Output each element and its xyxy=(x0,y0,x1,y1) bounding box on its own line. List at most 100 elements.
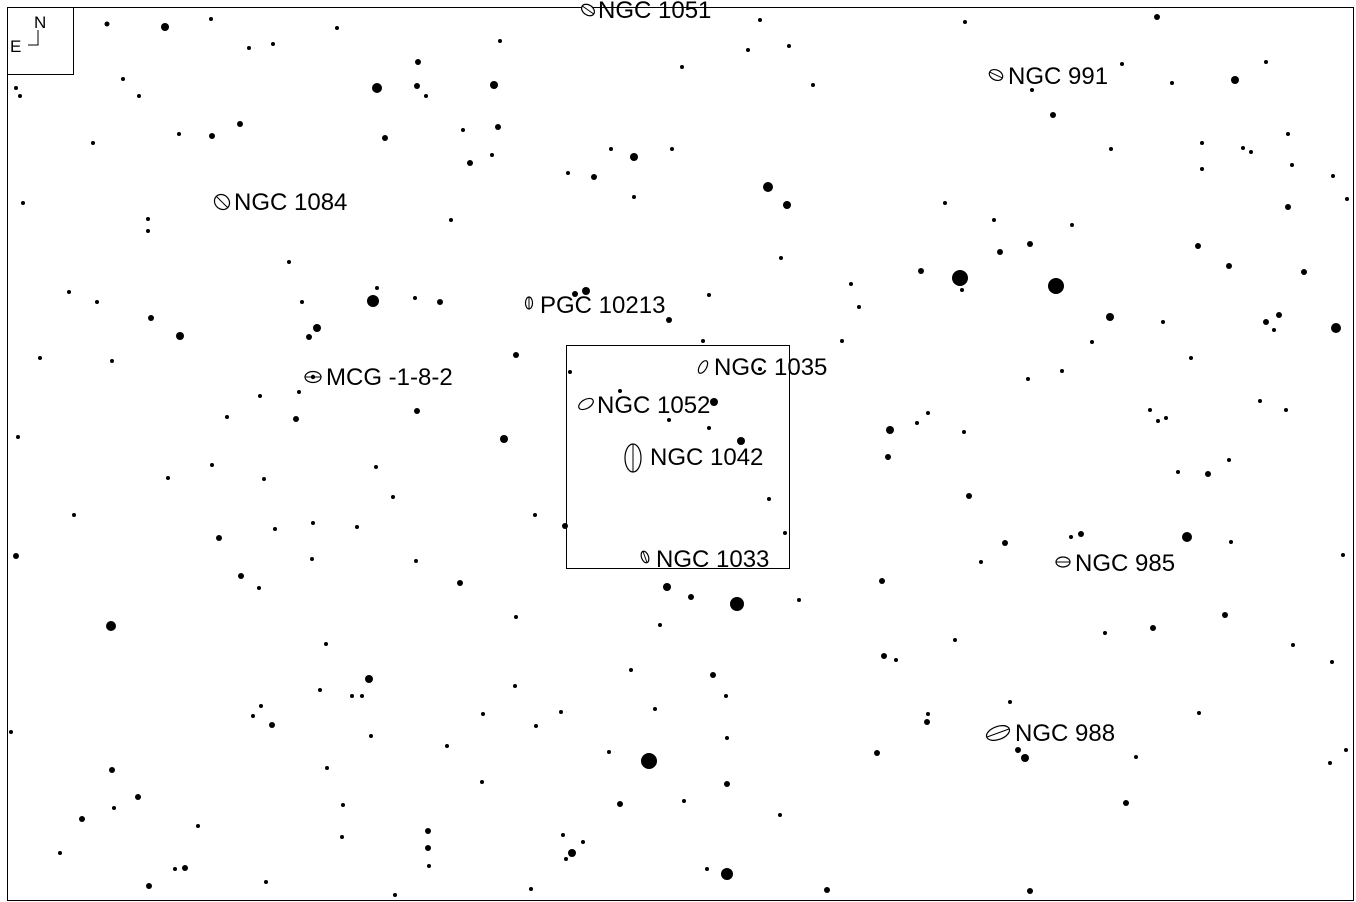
star xyxy=(1008,700,1012,704)
star xyxy=(112,806,116,810)
star xyxy=(688,594,694,600)
star xyxy=(952,270,968,286)
galaxy-ngc-988[interactable]: NGC 988 xyxy=(985,720,1116,747)
star xyxy=(1195,243,1201,249)
star xyxy=(467,160,473,166)
star xyxy=(962,430,966,434)
star xyxy=(375,286,379,290)
galaxy-mcg-1-8-2[interactable]: MCG -1-8-2 xyxy=(304,364,453,391)
star xyxy=(725,736,729,740)
star xyxy=(137,94,141,98)
galaxy-ngc-1042[interactable]: NGC 1042 xyxy=(624,443,763,473)
star xyxy=(763,182,773,192)
star xyxy=(787,44,791,48)
star xyxy=(495,124,501,130)
galaxy-label: NGC 985 xyxy=(1075,550,1175,577)
galaxy-ngc-1033[interactable]: NGC 1033 xyxy=(640,546,770,573)
star xyxy=(783,531,787,535)
star xyxy=(360,694,364,698)
star xyxy=(393,893,397,897)
star xyxy=(534,724,538,728)
star xyxy=(161,23,169,31)
star xyxy=(1050,112,1056,118)
star xyxy=(926,712,930,716)
compass-arrows xyxy=(28,30,39,46)
galaxy-ngc-1051[interactable]: NGC 1051 xyxy=(579,0,711,24)
star xyxy=(666,317,672,323)
star xyxy=(561,833,565,837)
star xyxy=(14,86,18,90)
star xyxy=(670,147,674,151)
star xyxy=(783,201,791,209)
star xyxy=(414,83,420,89)
galaxy-symbol-icon xyxy=(985,725,1011,741)
star xyxy=(566,171,570,175)
star xyxy=(591,174,597,180)
star xyxy=(414,559,418,563)
star xyxy=(874,750,880,756)
chart-border xyxy=(7,7,1354,901)
star xyxy=(1258,399,1262,403)
star xyxy=(176,332,184,340)
galaxy-ngc-985[interactable]: NGC 985 xyxy=(1055,550,1175,577)
star xyxy=(629,668,633,672)
star xyxy=(710,398,718,406)
star xyxy=(568,370,572,374)
galaxy-symbol-icon xyxy=(524,296,534,310)
star xyxy=(701,339,705,343)
star xyxy=(1161,320,1165,324)
star xyxy=(1002,540,1008,546)
star xyxy=(894,658,898,662)
star xyxy=(1249,150,1253,154)
star xyxy=(707,426,711,430)
star xyxy=(1272,328,1276,332)
star xyxy=(355,525,359,529)
star xyxy=(607,750,611,754)
star xyxy=(391,495,395,499)
star xyxy=(498,39,502,43)
star xyxy=(1170,81,1174,85)
star xyxy=(1331,174,1335,178)
star xyxy=(225,415,229,419)
star xyxy=(146,217,150,221)
star xyxy=(641,753,657,769)
star xyxy=(293,416,299,422)
star xyxy=(1134,755,1138,759)
star xyxy=(210,463,214,467)
galaxy-ngc-1052[interactable]: NGC 1052 xyxy=(577,392,711,419)
star xyxy=(881,653,887,659)
star xyxy=(559,710,563,714)
star xyxy=(811,83,815,87)
galaxy-pgc-10213[interactable]: PGC 10213 xyxy=(524,292,666,319)
star xyxy=(271,42,275,46)
star xyxy=(979,560,983,564)
star xyxy=(1328,761,1332,765)
star xyxy=(173,867,177,871)
star xyxy=(1229,540,1233,544)
galaxy-label: NGC 988 xyxy=(1015,720,1115,747)
star xyxy=(257,586,261,590)
star xyxy=(992,218,996,222)
galaxy-ngc-1035[interactable]: NGC 1035 xyxy=(696,354,827,381)
star xyxy=(13,553,19,559)
star xyxy=(425,828,431,834)
star xyxy=(997,249,1003,255)
galaxy-symbol-icon xyxy=(624,443,642,473)
star xyxy=(1048,278,1064,294)
galaxy-ngc-991[interactable]: NGC 991 xyxy=(988,63,1109,90)
star xyxy=(1200,167,1204,171)
star xyxy=(490,81,498,89)
star xyxy=(135,794,141,800)
star xyxy=(1176,470,1180,474)
star xyxy=(251,714,255,718)
star xyxy=(730,597,744,611)
galaxy-ngc-1084[interactable]: NGC 1084 xyxy=(211,189,347,216)
star xyxy=(424,94,428,98)
star xyxy=(581,840,585,844)
star xyxy=(21,201,25,205)
galaxy-symbol-icon xyxy=(578,397,594,411)
star xyxy=(721,868,733,880)
field-of-view-frame xyxy=(566,345,790,569)
star xyxy=(562,523,568,529)
star xyxy=(1060,369,1064,373)
